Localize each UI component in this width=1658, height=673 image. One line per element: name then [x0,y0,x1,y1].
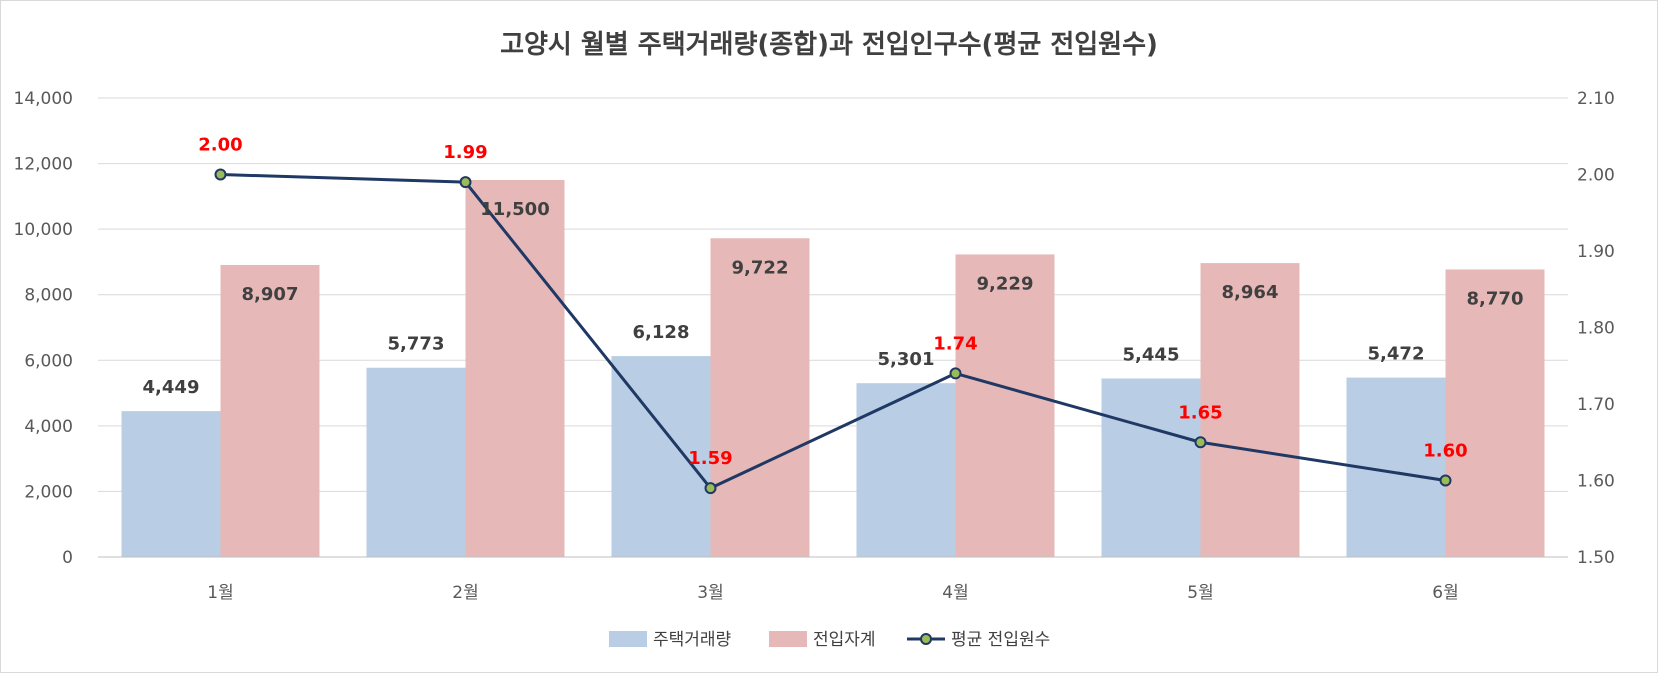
y-right-tick-label: 2.00 [1577,166,1615,186]
bar-전입자계 [710,238,810,558]
bar-전입자계 [465,179,565,557]
y-left-tick-label: 12,000 [14,155,73,175]
line-value-label: 1.99 [443,142,487,163]
line-point [214,168,227,181]
x-tick-label: 5월 [1187,583,1213,603]
y-left-tick-label: 4,000 [24,417,73,437]
y-left-tick-label: 10,000 [14,220,73,240]
bar-value-label: 8,907 [242,284,299,305]
bar-value-label: 5,472 [1368,344,1425,365]
bar-value-label: 8,770 [1467,288,1524,309]
bar-주택거래량 [1101,378,1201,557]
x-tick-label: 2월 [452,583,478,603]
legend-label: 전입자계 [813,630,876,650]
x-tick-label: 1월 [207,583,233,603]
y-left-tick-label: 0 [62,548,73,568]
line-평균-전입원수 [220,173,1446,490]
line-value-label: 1.74 [933,333,977,354]
y-left-tick-label: 14,000 [14,89,73,109]
y-right-tick-label: 1.50 [1577,548,1615,568]
y-right-tick-label: 1.70 [1577,395,1615,415]
bar-value-label: 9,229 [977,273,1034,294]
bar-value-label: 5,773 [388,334,445,355]
x-tick-label: 4월 [942,583,968,603]
x-tick-label: 3월 [697,583,723,603]
line-value-label: 1.60 [1423,441,1467,462]
line-value-label: 1.59 [688,448,732,469]
y-right-tick-label: 1.80 [1577,319,1615,339]
bar-전입자계 [1445,269,1545,557]
y-right-tick-label: 1.60 [1577,472,1615,492]
line-point [949,367,962,380]
y-right-tick-label: 2.10 [1577,89,1615,109]
bar-value-label: 8,964 [1222,282,1279,303]
chart-title: 고양시 월별 주택거래량(종합)과 전입인구수(평균 전입원수) [500,30,1158,60]
x-tick-label: 6월 [1432,583,1458,603]
bar-전입자계 [955,254,1055,557]
left-axis: 0 2,000 4,000 6,000 8,000 10,000 12,000 14,000 [14,89,73,568]
gridlines [98,97,1568,558]
line-value-label: 1.65 [1178,402,1222,423]
line-series [214,168,1452,495]
bar-주택거래량 [121,411,221,557]
legend-marker [920,633,932,645]
line-point [704,482,717,495]
legend-label: 평균 전입원수 [951,630,1050,650]
legend: 주택거래량 전입자계 평균 전입원수 [609,630,1050,650]
bar-전입자계 [1200,263,1300,557]
data-labels: 4,449 8,907 5,773 11,500 6,128 9,722 5,301 9,22… [143,135,1524,470]
bar-전입자계 [220,264,320,557]
y-right-tick-label: 1.90 [1577,242,1615,262]
y-left-tick-label: 2,000 [24,482,73,502]
line-value-label: 2.00 [198,135,242,156]
line-point [459,176,472,189]
bar-주택거래량 [366,367,466,557]
legend-swatch-전입자계 [769,631,807,647]
bar-value-label: 5,445 [1123,344,1180,365]
legend-swatch-주택거래량 [609,631,647,647]
line-point [1194,436,1207,449]
bar-value-label: 9,722 [732,257,789,278]
y-left-tick-label: 8,000 [24,286,73,306]
bar-주택거래량 [856,383,956,557]
x-axis: 1월 2월 3월 4월 5월 6월 [98,556,1568,603]
bar-value-label: 11,500 [480,199,549,220]
bar-value-label: 5,301 [878,349,935,370]
y-left-tick-label: 6,000 [24,351,73,371]
legend-label: 주택거래량 [653,630,732,650]
bar-주택거래량 [611,356,711,557]
bar-value-label: 6,128 [633,322,690,343]
bars [121,179,1545,558]
right-axis: 1.50 1.60 1.70 1.80 1.90 2.00 2.10 [1577,89,1615,568]
bar-value-label: 4,449 [143,377,200,398]
line-point [1439,474,1452,487]
